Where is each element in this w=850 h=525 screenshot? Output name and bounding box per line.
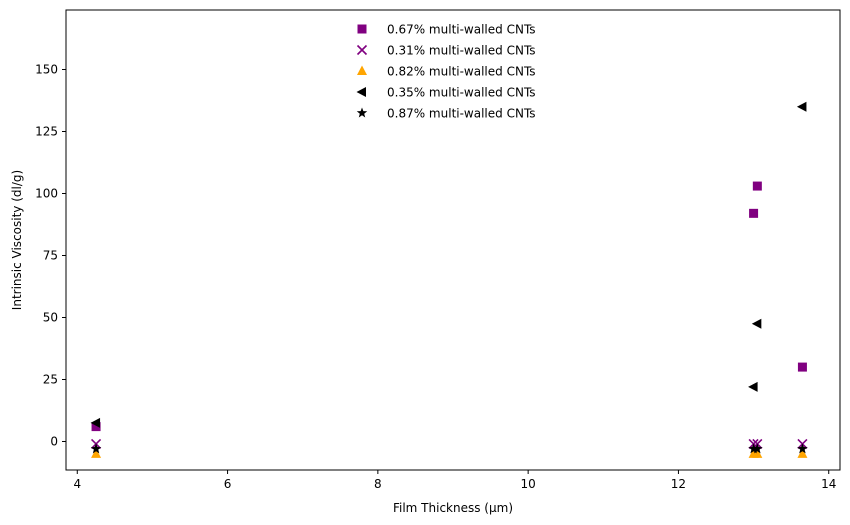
legend-label: 0.31% multi-walled CNTs [387, 44, 536, 58]
y-tick-label: 50 [43, 310, 58, 324]
data-point [797, 443, 808, 454]
x-tick-label: 8 [374, 477, 382, 491]
legend-marker [356, 44, 368, 56]
series-triangle-up [91, 448, 808, 458]
legend-label: 0.67% multi-walled CNTs [387, 23, 536, 37]
data-point [751, 318, 762, 329]
x-tick-label: 14 [821, 477, 836, 491]
x-tick-label: 10 [521, 477, 536, 491]
y-tick-label: 125 [35, 125, 58, 139]
x-axis: 4 6 8 10 12 14 [73, 470, 836, 491]
data-point [752, 181, 762, 191]
legend-item: 0.82% multi-walled CNTs [357, 65, 536, 79]
x-tick-label: 4 [73, 477, 81, 491]
series-star [90, 443, 808, 454]
legend-label: 0.87% multi-walled CNTs [387, 107, 536, 121]
data-point [749, 208, 759, 218]
legend-marker [356, 107, 368, 118]
x-tick-label: 6 [224, 477, 232, 491]
legend-label: 0.35% multi-walled CNTs [387, 86, 536, 100]
data-point [752, 448, 763, 458]
x-tick-label: 12 [671, 477, 686, 491]
legend-item: 0.87% multi-walled CNTs [356, 107, 536, 121]
series-triangle-left [90, 101, 807, 428]
y-axis-label: Intrinsic Viscosity (dl/g) [10, 170, 24, 310]
data-point [797, 362, 807, 372]
data-point [90, 443, 102, 454]
data-point [796, 101, 807, 112]
y-axis: 0 25 50 75 100 125 150 [35, 63, 66, 448]
legend-marker [357, 24, 367, 34]
data-point [748, 381, 758, 392]
legend-item: 0.35% multi-walled CNTs [356, 86, 536, 100]
data-point [752, 443, 763, 454]
axes-frame [65, 9, 841, 471]
legend-marker [356, 87, 366, 97]
data-point [797, 448, 808, 458]
legend-item: 0.67% multi-walled CNTs [357, 23, 536, 37]
y-tick-label: 150 [35, 63, 58, 77]
legend: 0.67% multi-walled CNTs 0.31% multi-walle… [356, 23, 536, 121]
y-tick-label: 100 [35, 187, 58, 201]
legend-item: 0.31% multi-walled CNTs [356, 44, 536, 58]
legend-label: 0.82% multi-walled CNTs [387, 65, 536, 79]
y-tick-label: 25 [43, 372, 58, 386]
data-point [748, 443, 759, 454]
legend-marker [357, 65, 367, 75]
x-axis-label: Film Thickness (µm) [393, 501, 513, 515]
data-point [91, 422, 101, 432]
plot-area [90, 101, 808, 458]
y-tick-label: 0 [50, 434, 58, 448]
y-tick-label: 75 [43, 248, 58, 262]
series-square [91, 181, 807, 432]
data-point [90, 417, 101, 428]
data-point [91, 448, 102, 458]
